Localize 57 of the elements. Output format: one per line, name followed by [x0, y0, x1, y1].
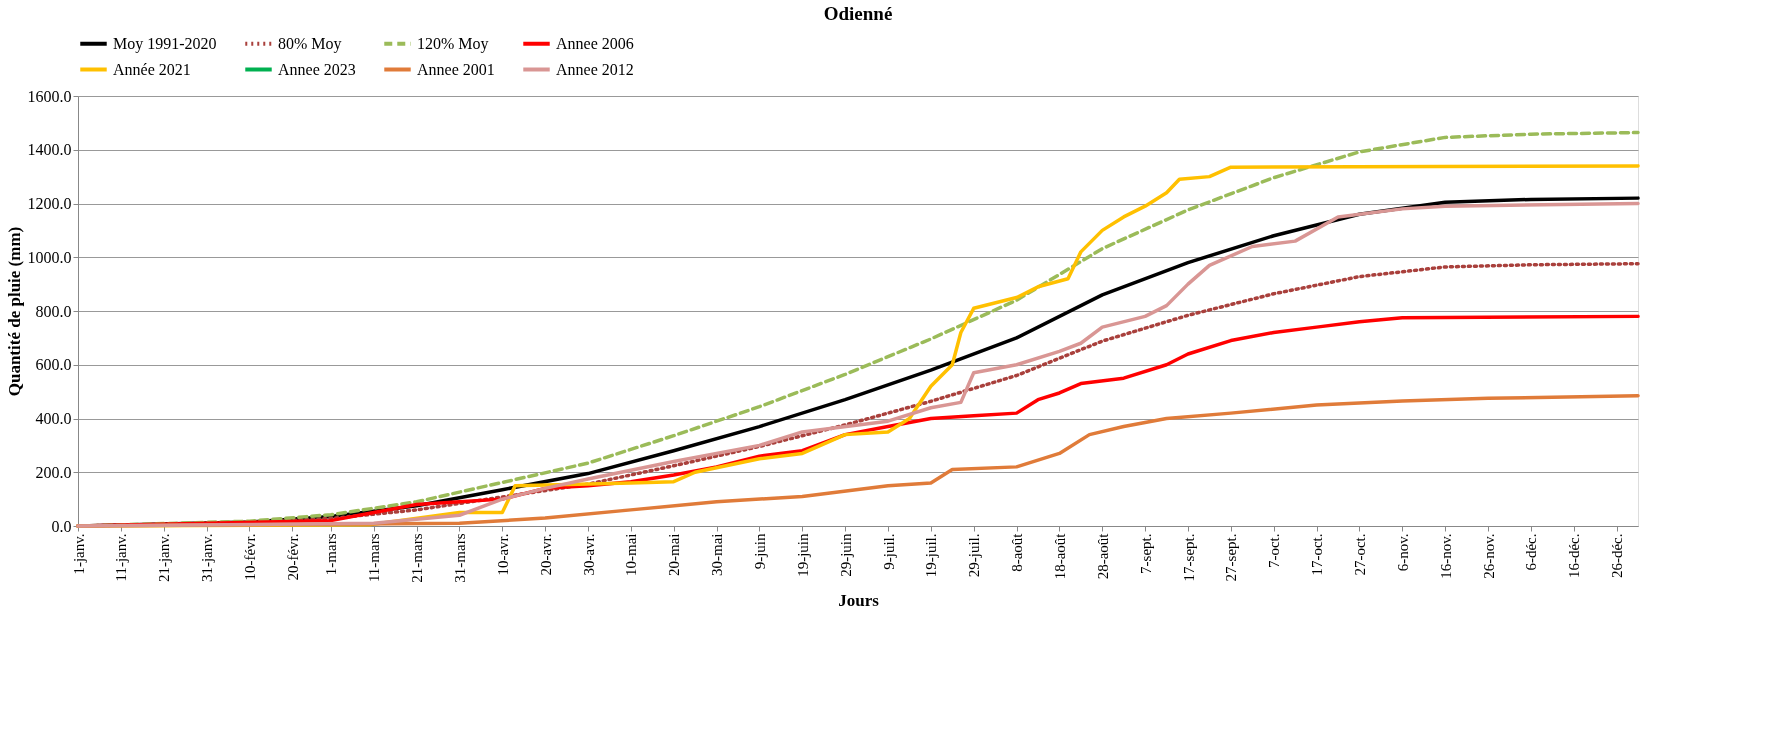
- x-tick-label: 26-nov.: [1480, 533, 1497, 579]
- x-tick-label: 19-juil.: [923, 533, 940, 578]
- x-tick-label: 19-juin: [794, 533, 811, 577]
- x-tick-label: 1-janv.: [70, 533, 87, 575]
- x-tick-label: 29-juil.: [966, 533, 983, 578]
- x-tick-label: 6-déc.: [1523, 533, 1540, 571]
- x-tick-label: 27-oct.: [1351, 533, 1368, 576]
- legend-label: 120% Moy: [417, 34, 489, 53]
- y-tick-label: 800.0: [35, 302, 72, 320]
- y-tick-label: 200.0: [35, 463, 72, 481]
- x-tick-label: 28-août: [1094, 532, 1111, 580]
- x-tick-label: 31-janv.: [199, 533, 216, 583]
- legend-label: Année 2021: [113, 60, 191, 78]
- y-tick-label: 1000.0: [27, 248, 72, 266]
- x-tick-label: 21-janv.: [156, 533, 173, 583]
- x-tick-label: 16-nov.: [1437, 533, 1454, 579]
- legend-label: Annee 2023: [278, 60, 356, 78]
- y-tick-label: 400.0: [35, 410, 72, 427]
- x-tick-label: 10-mai: [623, 533, 640, 576]
- legend-label: 80% Moy: [278, 34, 342, 53]
- x-axis-title: Jours: [838, 590, 880, 610]
- x-tick-label: 7-oct.: [1266, 533, 1283, 569]
- x-tick-label: 17-sept.: [1180, 533, 1197, 582]
- x-tick-label: 11-mars: [366, 533, 383, 583]
- x-tick-label: 10-avr.: [494, 533, 511, 576]
- x-tick-label: 29-juin: [837, 533, 854, 577]
- x-tick-label: 9-juil.: [880, 533, 897, 570]
- legend-label: Annee 2006: [556, 34, 634, 52]
- x-tick-label: 17-oct.: [1309, 533, 1326, 576]
- x-tick-label: 6-nov.: [1394, 533, 1411, 572]
- x-tick-label: 20-mai: [666, 533, 683, 576]
- x-tick-label: 11-janv.: [113, 533, 130, 582]
- x-tick-label: 18-août: [1051, 532, 1068, 580]
- x-tick-label: 16-déc.: [1566, 533, 1583, 579]
- legend-label: Annee 2012: [556, 60, 634, 78]
- legend-label: Moy 1991-2020: [113, 34, 217, 53]
- x-tick-label: 8-août: [1009, 532, 1026, 572]
- y-tick-label: 1400.0: [27, 141, 72, 159]
- x-tick-label: 7-sept.: [1137, 533, 1154, 574]
- y-axis-title: Quantité de pluie (mm): [4, 226, 24, 397]
- y-tick-label: 0.0: [51, 517, 72, 535]
- x-tick-label: 20-févr.: [284, 533, 301, 581]
- x-tick-label: 27-sept.: [1223, 533, 1240, 582]
- x-tick-label: 10-févr.: [241, 533, 258, 581]
- y-tick-label: 600.0: [35, 356, 72, 374]
- x-tick-label: 30-mai: [709, 533, 726, 576]
- y-tick-label: 1600.0: [27, 87, 72, 105]
- chart-title: Odienné: [823, 3, 893, 24]
- x-tick-label: 20-avr.: [537, 533, 554, 576]
- x-tick-label: 30-avr.: [580, 533, 597, 576]
- x-tick-label: 26-déc.: [1609, 533, 1626, 579]
- legend-label: Annee 2001: [417, 60, 495, 78]
- y-tick-label: 1200.0: [27, 195, 72, 212]
- x-tick-label: 21-mars: [409, 533, 426, 583]
- x-tick-label: 31-mars: [451, 533, 468, 583]
- x-tick-label: 1-mars: [323, 533, 340, 576]
- x-tick-label: 9-juin: [751, 533, 768, 570]
